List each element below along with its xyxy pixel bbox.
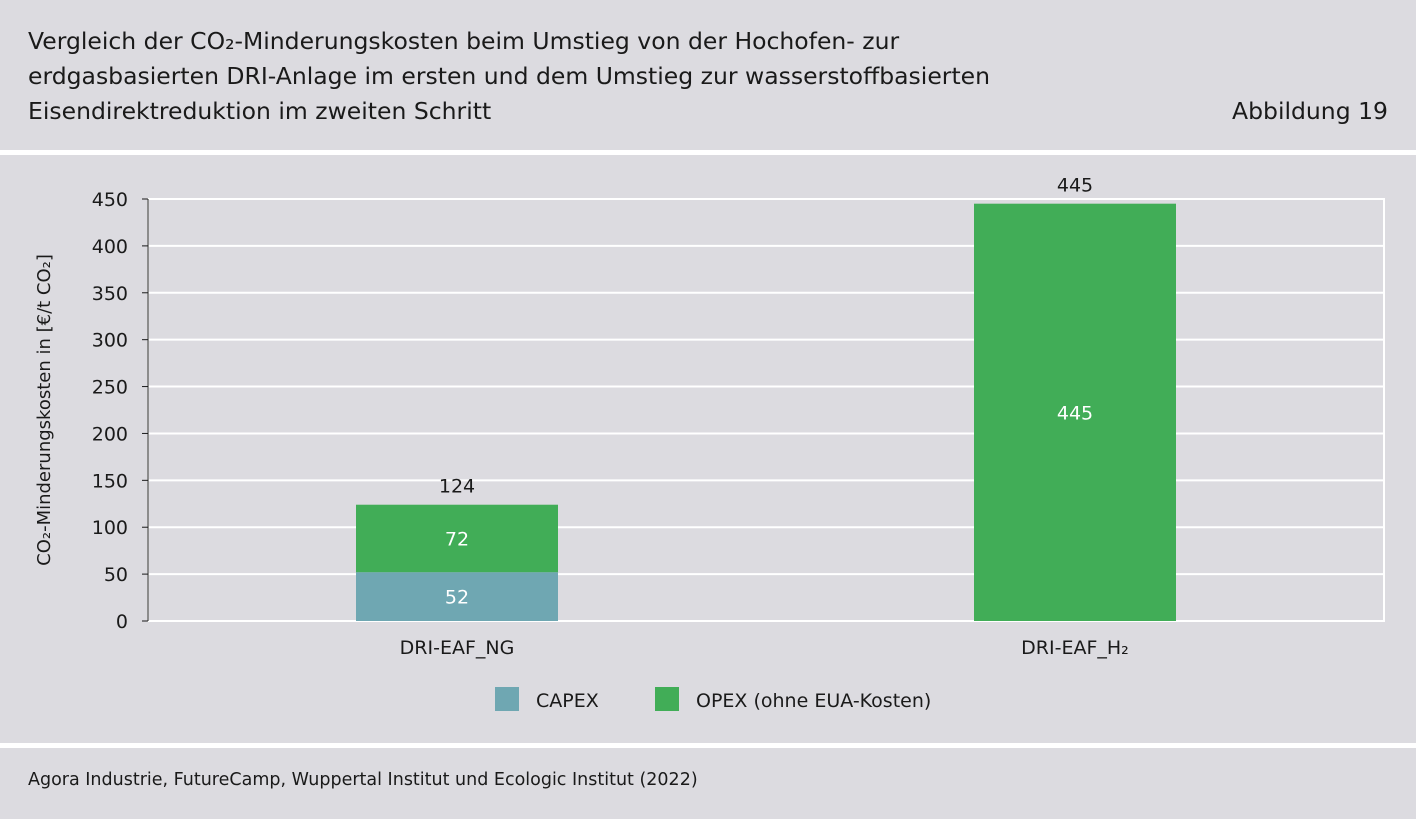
y-axis-title: CO₂-Minderungskosten in [€/t CO₂] [34, 254, 55, 566]
x-category-label: DRI-EAF_NG [400, 637, 515, 659]
y-tick-label: 350 [92, 283, 128, 305]
y-tick-label: 0 [116, 611, 128, 633]
chart-header: Vergleich der CO₂-Minderungskosten beim … [0, 0, 1416, 150]
chart-title-line: erdgasbasierten DRI-Anlage im ersten und… [28, 62, 991, 90]
chart-title-line: Eisendirektreduktion im zweiten Schritt [28, 97, 492, 125]
y-tick-label: 100 [92, 517, 128, 539]
bar-total-label: 124 [439, 476, 475, 498]
legend-label: CAPEX [536, 690, 599, 712]
legend-swatch [655, 687, 679, 711]
bar-segment-capex [356, 572, 558, 621]
legend-label: OPEX (ohne EUA-Kosten) [696, 690, 931, 712]
divider-top [0, 150, 1416, 155]
legend-swatch [495, 687, 519, 711]
x-category-label: DRI-EAF_H₂ [1021, 637, 1129, 659]
bar-value-label: 445 [1057, 402, 1093, 424]
source-note: Agora Industrie, FutureCamp, Wuppertal I… [28, 770, 698, 790]
bar-total-label: 445 [1057, 175, 1093, 197]
y-tick-label: 200 [92, 423, 128, 445]
bar-segment-opex [356, 504, 558, 573]
y-tick-label: 400 [92, 236, 128, 258]
chart-title: Vergleich der CO₂-Minderungskosten beim … [28, 24, 1128, 129]
figure-number: Abbildung 19 [1232, 97, 1388, 125]
bar-chart: 0 50 100 150 200 250 300 350 400 450 CO₂-Minderung… [34, 175, 1385, 712]
chart-title-line: Vergleich der CO₂-Minderungskosten beim … [28, 27, 900, 55]
bar-value-label: 72 [445, 528, 469, 550]
y-tick-label: 300 [92, 330, 128, 352]
bar-segment-opex [974, 203, 1176, 621]
divider-bottom [0, 743, 1416, 748]
y-tick-label: 150 [92, 470, 128, 492]
chart-area: 0 50 100 150 200 250 300 350 400 450 CO₂-Minderung… [0, 155, 1416, 743]
plot-frame [147, 198, 1385, 622]
y-tick-label: 50 [104, 564, 128, 586]
y-tick-label: 250 [92, 377, 128, 399]
bar-value-label: 52 [445, 587, 469, 609]
y-tick-label: 450 [92, 189, 128, 211]
